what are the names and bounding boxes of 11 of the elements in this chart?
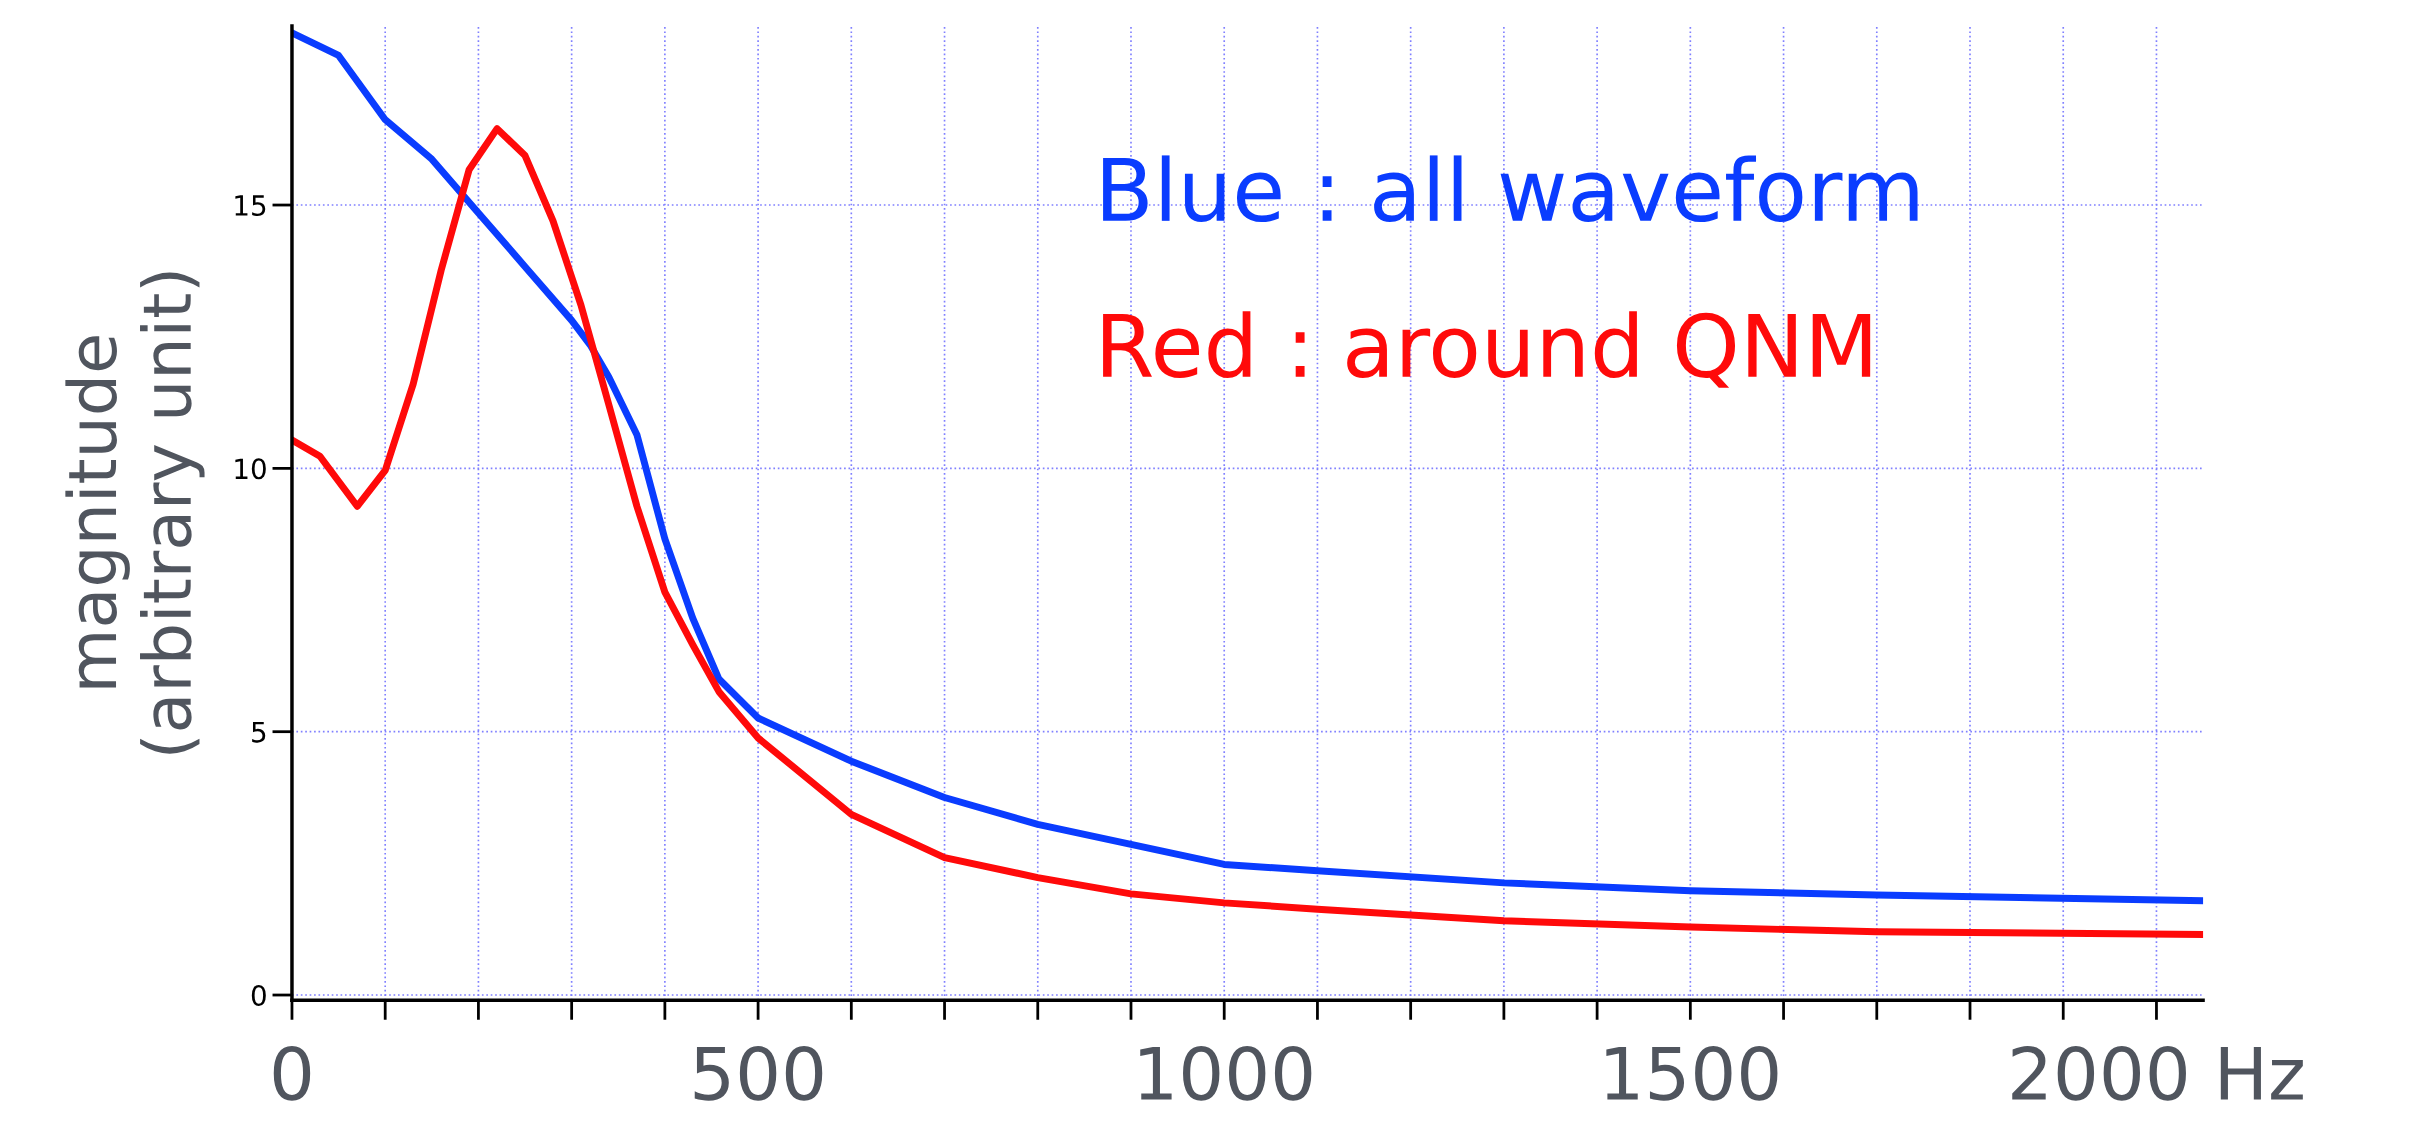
x-tick-label: 500: [694, 1046, 823, 1101]
y-tick-label: 15: [235, 195, 266, 216]
y-tick-label: 0: [251, 984, 266, 1006]
y-tick-label: 10: [235, 458, 266, 480]
x-tick-label: 1500: [1606, 1046, 1778, 1101]
x-tick-label: 1000: [1140, 1046, 1312, 1101]
x-tick-label: 2000 Hz: [2012, 1046, 2303, 1101]
y-axis-title: magnitude (arbitrary unit): [65, 272, 205, 754]
text: Red : around QNM: [1103, 311, 1871, 388]
y-tick-label: 5: [252, 722, 266, 743]
text: Blue : all waveform: [1103, 155, 1918, 223]
